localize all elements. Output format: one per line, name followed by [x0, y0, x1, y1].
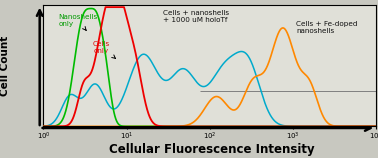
Text: Cellular Fluorescence Intensity: Cellular Fluorescence Intensity — [109, 143, 314, 156]
Text: Cell Count: Cell Count — [0, 36, 9, 97]
Text: Cells + Fe-doped
nanoshells: Cells + Fe-doped nanoshells — [296, 21, 358, 34]
Text: Cells + nanoshells
+ 1000 uM holoTf: Cells + nanoshells + 1000 uM holoTf — [163, 9, 229, 22]
Text: Nanoshells
only: Nanoshells only — [59, 14, 98, 30]
Text: Cells
only: Cells only — [93, 40, 115, 58]
